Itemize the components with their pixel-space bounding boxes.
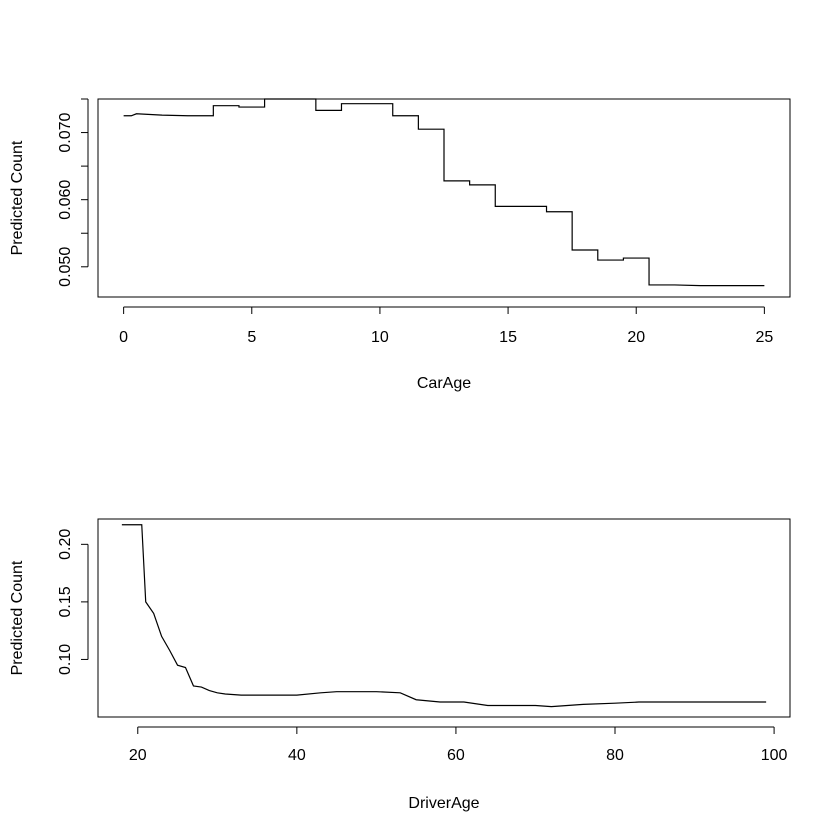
y-axis-label: Predicted Count [9, 140, 26, 255]
panel-carage: 0 5 10 15 20 25 0.050 0.060 0.070 CarAge Predicted… [9, 98, 791, 392]
plot-frame [97, 98, 791, 298]
x-tick-label: 15 [499, 329, 517, 346]
series-line [123, 98, 765, 287]
y-tick-label: 0.070 [57, 112, 74, 152]
plot-frame [97, 518, 791, 718]
x-tick-label: 100 [761, 747, 788, 764]
y-tick-label: 0.10 [57, 644, 74, 675]
x-tick-label: 20 [129, 747, 147, 764]
y-tick-label: 0.15 [57, 586, 74, 617]
y-axis-label: Predicted Count [9, 560, 26, 675]
x-tick-label: 0 [119, 329, 128, 346]
x-tick-label: 20 [627, 329, 645, 346]
x-tick-label: 25 [755, 329, 773, 346]
y-tick-label: 0.050 [57, 247, 74, 287]
y-tick-label: 0.060 [57, 180, 74, 220]
y-tick-label: 0.20 [57, 529, 74, 560]
x-axis-label: CarAge [417, 375, 471, 392]
x-tick-label: 5 [247, 329, 256, 346]
x-tick-label: 10 [371, 329, 389, 346]
x-tick-label: 80 [606, 747, 624, 764]
x-tick-label: 40 [288, 747, 306, 764]
x-tick-label: 60 [447, 747, 465, 764]
series-line [121, 524, 767, 708]
panel-driverage: 20 40 60 80 100 0.10 0.15 0.20 DriverAge Predicte… [9, 518, 791, 812]
x-axis-label: DriverAge [408, 795, 479, 812]
